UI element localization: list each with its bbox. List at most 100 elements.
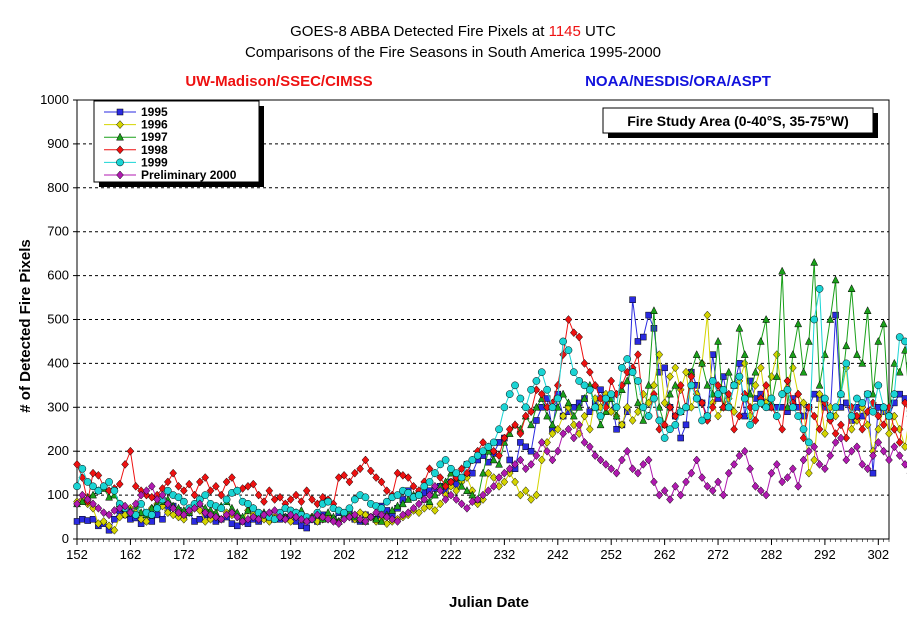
data-point xyxy=(196,499,204,509)
data-point xyxy=(559,389,568,398)
data-point xyxy=(190,503,199,513)
x-tick-label: 302 xyxy=(867,547,889,562)
series-5 xyxy=(73,420,907,529)
data-point xyxy=(532,377,541,385)
data-point xyxy=(586,424,594,434)
data-point xyxy=(575,402,584,411)
data-point xyxy=(543,385,551,394)
legend-label: 1997 xyxy=(141,130,168,144)
data-point xyxy=(740,350,749,358)
data-point xyxy=(174,493,183,502)
data-point xyxy=(858,358,867,367)
data-point xyxy=(821,429,829,439)
data-point xyxy=(234,522,241,530)
data-point xyxy=(425,464,434,474)
data-point xyxy=(297,497,306,507)
data-point xyxy=(842,359,851,368)
data-point xyxy=(585,385,594,394)
data-point xyxy=(185,479,194,489)
data-point xyxy=(447,490,455,500)
data-point xyxy=(532,402,541,411)
data-point xyxy=(660,486,669,496)
x-tick-label: 192 xyxy=(280,547,302,562)
data-point xyxy=(543,438,551,447)
data-point xyxy=(708,402,717,412)
data-point xyxy=(415,499,423,509)
data-point xyxy=(105,492,113,501)
data-point xyxy=(158,490,167,500)
data-point xyxy=(521,486,530,496)
data-point xyxy=(436,486,445,496)
data-point xyxy=(174,481,183,491)
data-point xyxy=(415,491,423,499)
data-point xyxy=(479,447,487,456)
legend-marker xyxy=(116,170,124,180)
data-point xyxy=(879,446,888,456)
data-point xyxy=(634,377,642,385)
data-point xyxy=(869,451,877,460)
data-point xyxy=(890,442,899,452)
y-tick-label: 300 xyxy=(47,399,69,414)
data-point xyxy=(366,466,375,476)
data-point xyxy=(212,481,220,491)
data-point xyxy=(596,455,605,465)
x-tick-label: 232 xyxy=(494,547,516,562)
data-point xyxy=(837,420,845,430)
x-tick-label: 152 xyxy=(66,547,88,562)
data-point xyxy=(78,490,87,500)
data-point xyxy=(714,390,722,398)
data-point xyxy=(901,459,907,469)
study-area-annotation: Fire Study Area (0-40°S, 35-75°W) xyxy=(602,107,878,138)
data-point xyxy=(111,515,118,523)
data-point xyxy=(441,495,450,504)
data-point xyxy=(767,468,776,478)
data-point xyxy=(521,411,530,421)
data-point xyxy=(415,508,423,518)
data-point xyxy=(527,385,535,394)
data-point xyxy=(393,491,402,499)
data-point xyxy=(853,394,861,403)
data-point xyxy=(623,402,632,412)
data-point xyxy=(73,459,81,469)
data-point xyxy=(708,486,717,496)
data-point xyxy=(489,481,498,491)
data-point xyxy=(853,416,861,425)
data-point xyxy=(452,495,461,504)
data-point xyxy=(783,385,792,394)
data-point xyxy=(879,420,888,430)
data-point xyxy=(479,495,487,504)
data-point xyxy=(714,411,722,421)
data-point xyxy=(265,486,274,496)
data-point xyxy=(393,501,402,510)
series-3 xyxy=(73,315,907,509)
data-point xyxy=(607,464,616,474)
data-point xyxy=(863,420,872,430)
data-point xyxy=(687,468,696,478)
data-point xyxy=(201,473,210,482)
data-point xyxy=(762,403,770,412)
data-point xyxy=(500,433,509,443)
legend-label: 1996 xyxy=(141,118,168,132)
data-point xyxy=(484,468,493,478)
x-tick-label: 182 xyxy=(226,547,248,562)
data-point xyxy=(89,499,97,509)
data-point xyxy=(597,386,604,393)
data-point xyxy=(885,429,893,439)
data-point xyxy=(180,510,188,520)
data-point xyxy=(147,511,156,519)
data-point xyxy=(153,504,161,513)
data-point xyxy=(131,499,140,509)
data-point xyxy=(751,380,760,390)
data-point xyxy=(666,389,674,398)
data-point xyxy=(105,510,113,520)
data-point xyxy=(425,497,434,505)
data-point xyxy=(147,481,156,491)
data-point xyxy=(575,377,584,385)
data-point xyxy=(692,350,701,358)
data-point xyxy=(687,381,696,390)
data-point xyxy=(286,495,295,504)
data-point xyxy=(788,350,797,358)
data-point xyxy=(479,468,487,477)
data-point xyxy=(436,460,445,469)
data-point xyxy=(249,504,258,513)
